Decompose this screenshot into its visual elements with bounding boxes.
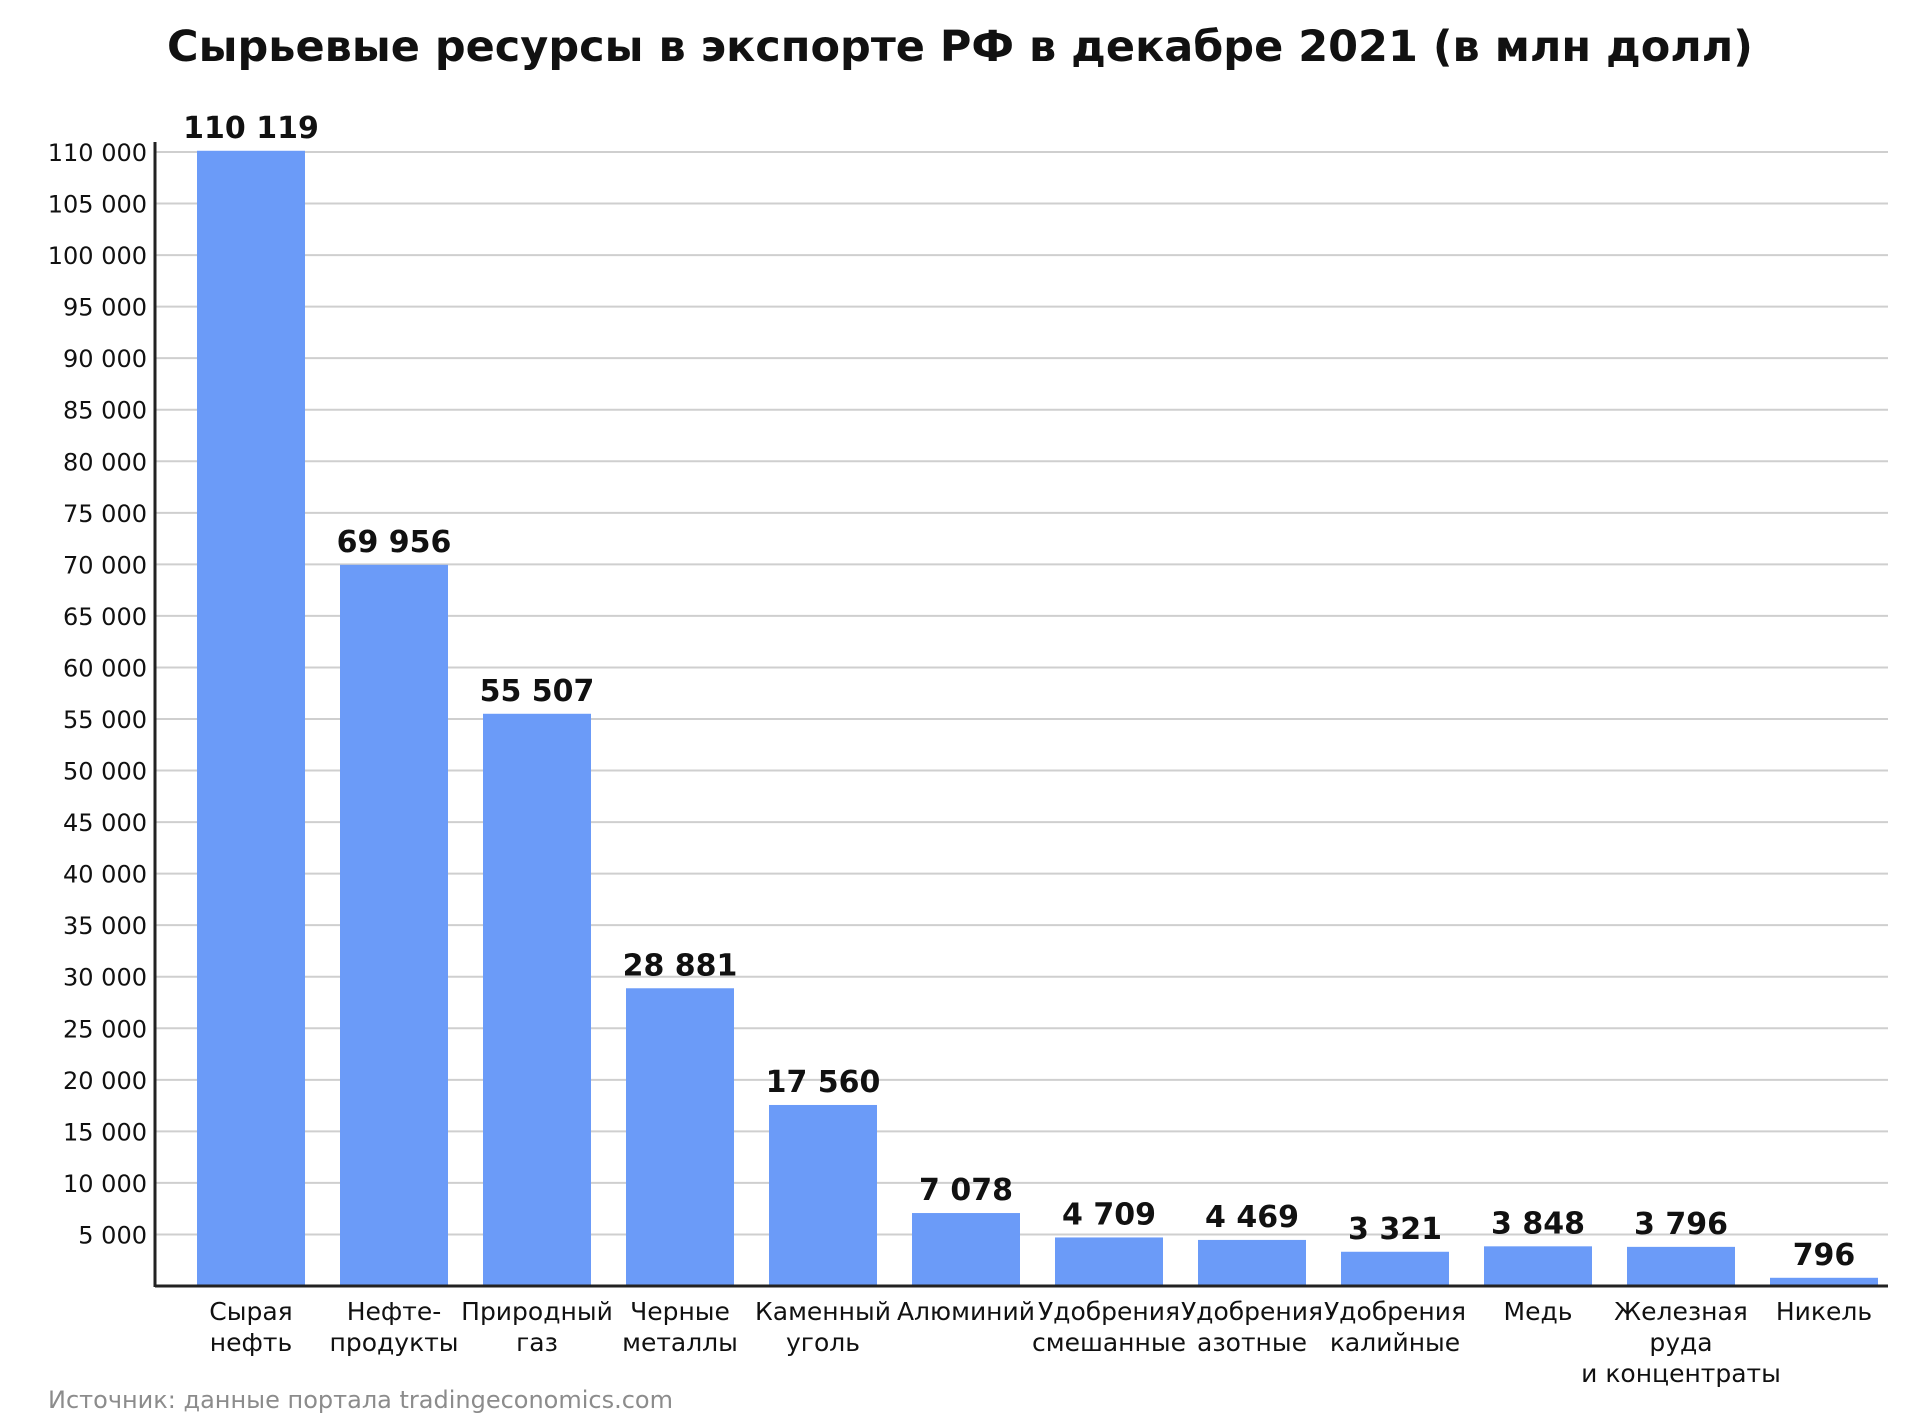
category-label-line: и концентраты (1581, 1359, 1781, 1388)
category-label-line: смешанные (1032, 1328, 1186, 1357)
bar (483, 713, 591, 1286)
y-tick-label: 55 000 (63, 706, 147, 734)
bar (340, 564, 448, 1286)
value-label: 3 796 (1634, 1207, 1728, 1242)
category-label-line: Сырая (209, 1297, 292, 1326)
category-label-line: Алюминий (897, 1297, 1035, 1326)
value-label: 110 119 (183, 111, 319, 146)
y-tick-label: 5 000 (78, 1221, 147, 1249)
category-label-line: Нефте- (347, 1297, 442, 1326)
category-label: Железная руда и концентраты (1581, 1297, 1781, 1388)
value-label: 28 881 (623, 948, 738, 983)
category-label: Каменный уголь (755, 1297, 891, 1357)
bar (1055, 1237, 1163, 1286)
category-label: Удобрения азотные (1181, 1297, 1323, 1357)
bar (1341, 1251, 1449, 1286)
category-label-line: продукты (330, 1328, 459, 1357)
category-label: Нефте-продукты (330, 1297, 459, 1357)
category-label: Удобрения калийные (1324, 1297, 1466, 1357)
y-tick-label: 60 000 (63, 654, 147, 682)
value-label: 17 560 (766, 1065, 881, 1100)
bar (197, 150, 305, 1287)
value-label: 796 (1793, 1238, 1856, 1273)
category-label-line: Черные (630, 1297, 730, 1326)
y-tick-label: 15 000 (63, 1118, 147, 1146)
category-label: Сырая нефть (209, 1297, 292, 1357)
y-tick-label: 35 000 (63, 912, 147, 940)
y-tick-label: 80 000 (63, 448, 147, 476)
value-label: 4 709 (1062, 1197, 1156, 1232)
y-tick-label: 20 000 (63, 1067, 147, 1095)
bar (626, 988, 734, 1286)
bar (1627, 1246, 1735, 1286)
category-label-line: Никель (1776, 1297, 1872, 1326)
y-tick-label: 10 000 (63, 1170, 147, 1198)
y-tick-label: 95 000 (63, 294, 147, 322)
chart-title: Сырьевые ресурсы в экспорте РФ в декабре… (167, 22, 1753, 72)
value-label: 3 848 (1491, 1206, 1585, 1241)
value-labels: 110 119 69 956 55 507 28 881 17 560 7 078 4 70… (183, 111, 1855, 1273)
category-label-line: Удобрения (1324, 1297, 1466, 1326)
category-label: Медь (1504, 1297, 1573, 1326)
y-tick-label: 110 000 (48, 139, 147, 167)
category-label-line: Удобрения (1038, 1297, 1180, 1326)
bar (1770, 1277, 1878, 1286)
category-label-line: Удобрения (1181, 1297, 1323, 1326)
category-label-line: уголь (786, 1328, 860, 1357)
category-label-line: руда (1649, 1328, 1712, 1357)
y-tick-label: 100 000 (48, 242, 147, 270)
category-label-line: азотные (1197, 1328, 1307, 1357)
value-label: 7 078 (919, 1173, 1013, 1208)
y-tick-label: 45 000 (63, 809, 147, 837)
category-label-line: нефть (210, 1328, 292, 1357)
category-label: Удобрения смешанные (1032, 1297, 1186, 1357)
y-tick-label: 105 000 (48, 191, 147, 219)
category-label-line: газ (516, 1328, 558, 1357)
value-label: 55 507 (480, 674, 595, 709)
y-tick-label: 40 000 (63, 861, 147, 889)
bar (1198, 1239, 1306, 1286)
value-label: 3 321 (1348, 1212, 1442, 1247)
y-tick-label: 85 000 (63, 397, 147, 425)
value-label: 4 469 (1205, 1200, 1299, 1235)
axes (153, 142, 1888, 1288)
y-tick-label: 65 000 (63, 603, 147, 631)
category-label: Природный газ (461, 1297, 613, 1357)
category-label-line: калийные (1330, 1328, 1460, 1357)
y-tick-label: 70 000 (63, 551, 147, 579)
category-label: Никель (1776, 1297, 1872, 1326)
y-tick-label: 50 000 (63, 758, 147, 786)
category-label: Черные металлы (622, 1297, 738, 1357)
y-tick-labels: 5 000 10 000 15 000 20 000 25 000 30 000 35 00… (48, 139, 147, 1249)
category-label-line: Каменный (755, 1297, 891, 1326)
y-tick-label: 75 000 (63, 500, 147, 528)
bar (912, 1213, 1020, 1286)
y-tick-label: 90 000 (63, 345, 147, 373)
y-tick-label: 30 000 (63, 964, 147, 992)
category-label-line: Природный (461, 1297, 613, 1326)
bar (769, 1104, 877, 1286)
value-label: 69 956 (337, 525, 452, 560)
category-label: Алюминий (897, 1297, 1035, 1326)
bar (1484, 1246, 1592, 1286)
source-note: Источник: данные портала tradingeconomic… (48, 1386, 673, 1414)
category-label-line: Медь (1504, 1297, 1573, 1326)
category-label-line: металлы (622, 1328, 738, 1357)
category-label-line: Железная (1614, 1297, 1748, 1326)
y-tick-label: 25 000 (63, 1015, 147, 1043)
bars (197, 150, 1878, 1287)
